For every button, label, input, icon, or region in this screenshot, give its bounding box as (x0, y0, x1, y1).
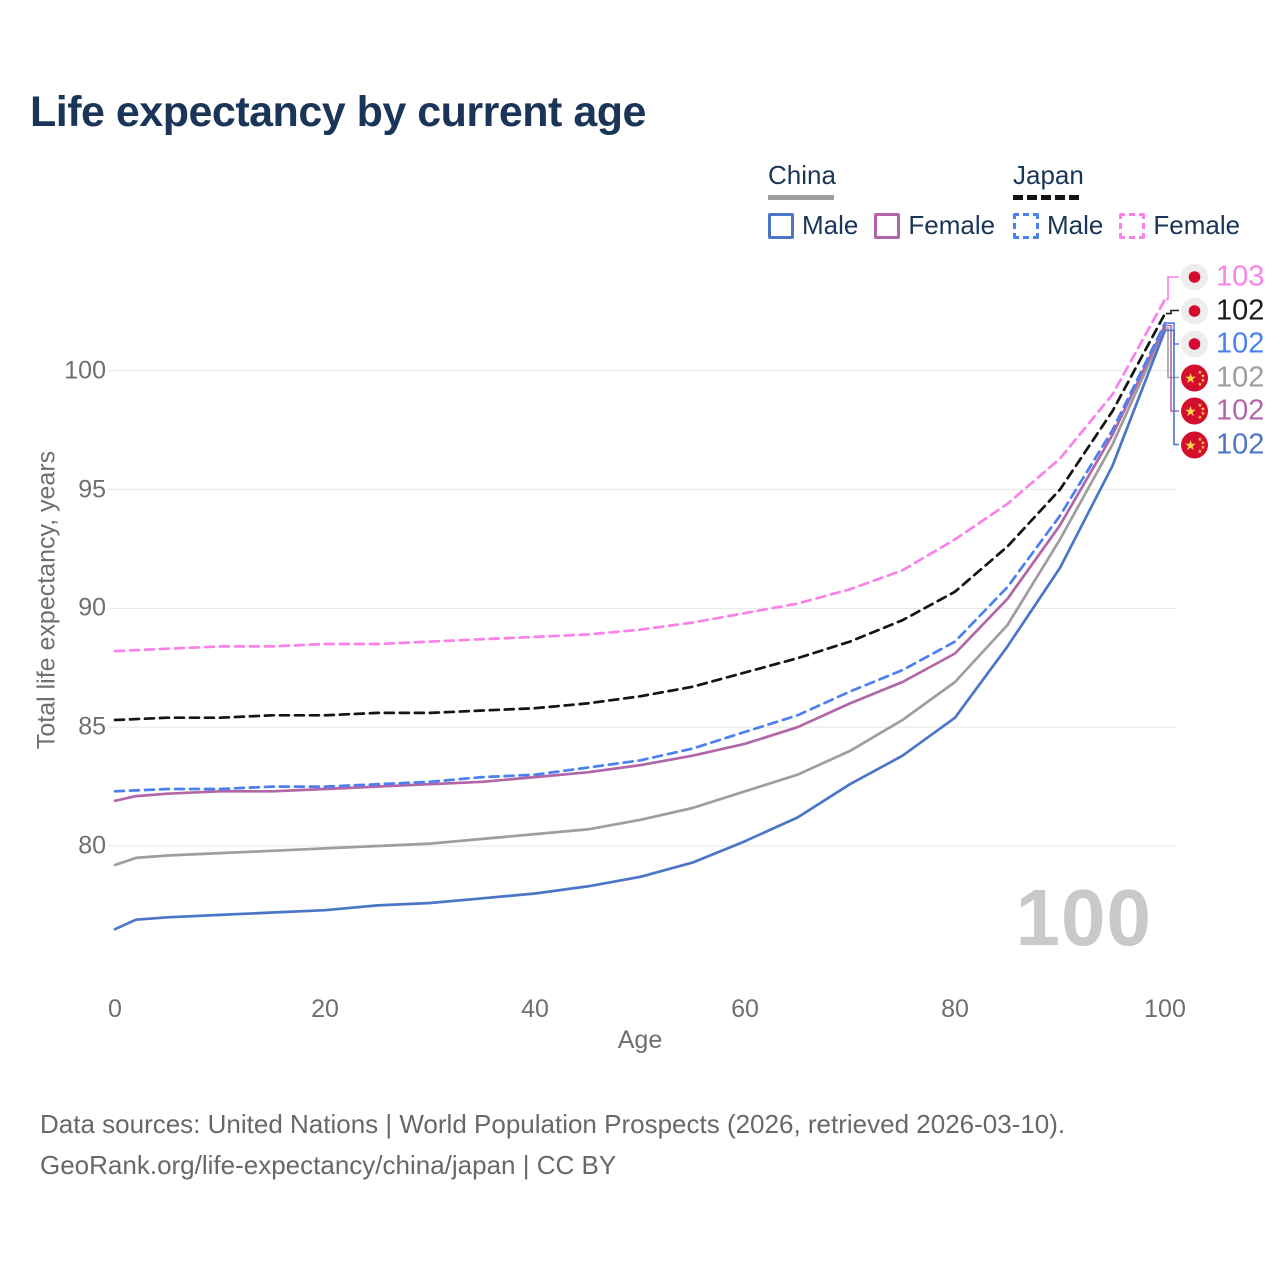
japan-flag-icon (1181, 263, 1208, 291)
svg-text:★: ★ (1184, 404, 1197, 420)
legend-japan: Japan Male Female (1013, 160, 1240, 241)
endpoint-label-row: 102 (1181, 296, 1264, 325)
y-tick-label-85: 85 (78, 712, 106, 741)
leader-line-china_both (1166, 327, 1179, 379)
endpoint-label-row: 102 (1181, 327, 1265, 360)
x-axis-title: Age (617, 1026, 663, 1054)
svg-text:★: ★ (1201, 445, 1206, 451)
endpoint-label-row: ★ ★ ★ ★ ★ 102 (1181, 430, 1264, 459)
legend-japan-heading[interactable]: Japan (1013, 160, 1084, 190)
series-china_male (113, 328, 1167, 931)
y-tick-label-95: 95 (78, 475, 106, 503)
endpoint-value: 102 (1216, 394, 1265, 427)
endpoint-label-row: 103 (1181, 260, 1265, 293)
legend-china-female-label[interactable]: Female (908, 210, 996, 240)
endpoint-value: 103 (1216, 260, 1265, 293)
legend-japan-female-swatch[interactable] (1119, 212, 1146, 239)
endpoint-value: 102 (1216, 327, 1265, 360)
y-tick-label-80: 80 (78, 831, 106, 860)
svg-text:★: ★ (1201, 440, 1206, 446)
china-flag-icon: ★ ★ ★ ★ ★ (1181, 431, 1208, 458)
series-china_both (113, 326, 1167, 867)
leader-line-china_female (1166, 324, 1179, 412)
series-japan_both (113, 312, 1167, 722)
endpoint-value: 102 (1216, 428, 1265, 460)
svg-text:★: ★ (1198, 370, 1203, 376)
endpoint-value: 102 (1216, 361, 1265, 393)
x-tick-label-60: 60 (731, 995, 759, 1023)
svg-text:★: ★ (1198, 415, 1203, 421)
svg-text:★: ★ (1198, 382, 1203, 388)
x-tick-label-80: 80 (941, 995, 969, 1023)
x-tick-label-40: 40 (521, 995, 549, 1023)
svg-text:★: ★ (1201, 373, 1206, 379)
legend-japan-male-swatch[interactable] (1013, 212, 1039, 239)
svg-text:★: ★ (1201, 411, 1206, 417)
endpoint-label-row: ★ ★ ★ ★ ★ 102 (1181, 394, 1265, 427)
legend-china-female-swatch[interactable] (874, 212, 901, 239)
y-tick-label-100: 100 (64, 356, 106, 385)
x-tick-label-0: 0 (108, 995, 122, 1023)
leader-line-china_male (1166, 329, 1179, 446)
y-tick-label-90: 90 (78, 593, 106, 622)
svg-text:★: ★ (1184, 438, 1197, 454)
page-title: Life expectancy by current age (30, 88, 646, 136)
endpoint-value: 102 (1216, 294, 1265, 326)
japan-flag-icon (1181, 297, 1208, 324)
leader-line-japan_both (1166, 309, 1179, 315)
svg-text:★: ★ (1198, 449, 1203, 455)
age-watermark: 100 (1015, 873, 1152, 962)
svg-text:★: ★ (1198, 403, 1203, 409)
svg-text:★: ★ (1201, 407, 1206, 413)
legend-japan-male-label[interactable]: Male (1047, 210, 1104, 240)
svg-text:★: ★ (1198, 437, 1203, 443)
legend-china-heading[interactable]: China (768, 160, 836, 190)
series-japan_female (113, 298, 1167, 653)
footer-sources: Data sources: United Nations | World Pop… (40, 1109, 1066, 1139)
legend-japan-female-label[interactable]: Female (1153, 210, 1241, 240)
x-tick-label-100: 100 (1144, 995, 1186, 1023)
china-flag-icon: ★ ★ ★ ★ ★ (1181, 364, 1208, 391)
legend-china-male-swatch[interactable] (768, 212, 794, 239)
leader-line-japan_female (1166, 276, 1179, 301)
series-china_female (113, 324, 1167, 803)
footer-link: GeoRank.org/life-expectancy/china/japan … (40, 1150, 617, 1180)
svg-text:★: ★ (1201, 378, 1206, 384)
legend-china-male-label[interactable]: Male (802, 210, 859, 240)
footer: Data sources: United Nations | World Pop… (40, 1104, 1065, 1186)
endpoint-label-row: ★ ★ ★ ★ ★ 102 (1181, 363, 1264, 392)
legend-japan-line-swatch (1013, 195, 1079, 200)
legend-china: China Male Female (768, 160, 995, 241)
x-tick-label-20: 20 (311, 995, 339, 1023)
china-flag-icon: ★ ★ ★ ★ ★ (1181, 397, 1208, 425)
legend-china-line-swatch (768, 195, 834, 200)
japan-flag-icon (1181, 330, 1208, 358)
series-japan_male (113, 321, 1167, 793)
svg-text:★: ★ (1184, 371, 1197, 387)
